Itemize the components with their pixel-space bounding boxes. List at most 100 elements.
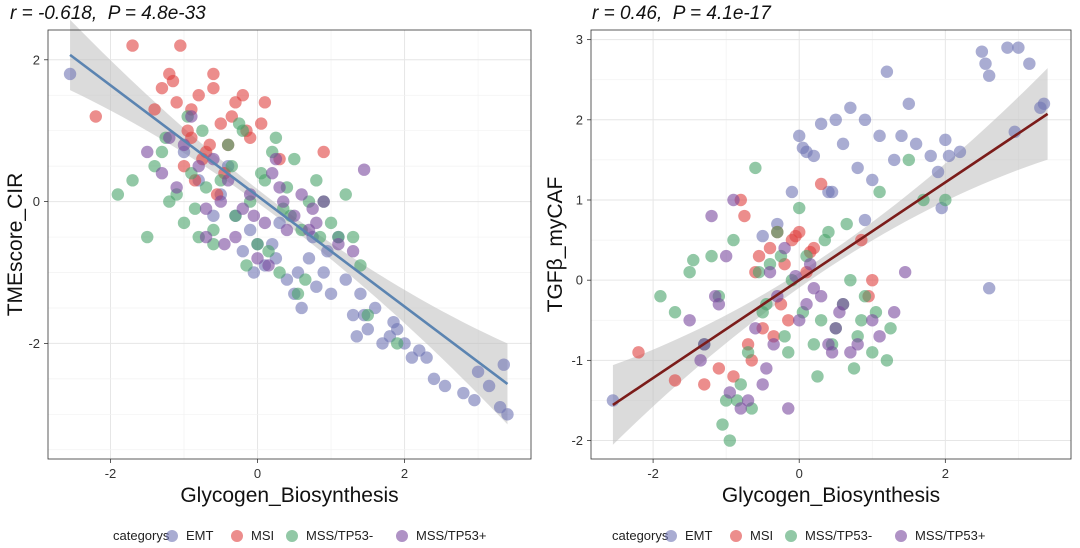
data-point (709, 290, 722, 303)
data-point (196, 124, 209, 137)
data-point (277, 195, 290, 208)
data-point (979, 57, 992, 70)
data-point (1037, 97, 1051, 110)
data-point (192, 89, 205, 102)
y-tick-label: 2 (33, 52, 40, 67)
data-point (716, 418, 729, 431)
data-point (953, 145, 967, 159)
plot-border (47, 29, 532, 460)
data-point (844, 273, 857, 287)
data-point (63, 67, 77, 81)
data-point (361, 323, 374, 336)
data-point (324, 216, 338, 230)
data-point (756, 378, 769, 391)
data-point (752, 249, 766, 263)
data-point (727, 233, 740, 247)
data-point (844, 101, 857, 114)
data-point (836, 137, 850, 151)
data-point (350, 330, 363, 343)
data-point (866, 346, 879, 359)
data-point (887, 153, 901, 167)
data-point (767, 338, 780, 351)
data-point (771, 225, 784, 239)
data-point (306, 202, 319, 215)
data-point (438, 379, 452, 393)
data-point (825, 185, 839, 199)
data-point (236, 89, 250, 102)
data-point (269, 131, 283, 144)
data-point (218, 237, 231, 251)
data-point (391, 337, 404, 350)
data-point (719, 249, 733, 263)
data-point (199, 230, 213, 244)
data-point (302, 252, 316, 265)
data-point (880, 65, 894, 78)
data-point (668, 306, 682, 319)
data-point (185, 110, 198, 123)
data-point (782, 314, 795, 327)
legend-item-msi: MSI (231, 528, 274, 543)
data-point (269, 152, 283, 166)
legend-title: categorys (113, 528, 170, 543)
data-point (898, 265, 912, 279)
data-point (632, 346, 645, 359)
data-point (288, 209, 301, 222)
left-legend: categorys EMT MSI MSS/TP53- MSS/TP53+ (0, 528, 540, 548)
left-chart-panel: r = -0.618, P = 4.8e-33 -2 0 2 -2 0 2 Glycogen… (0, 3, 540, 548)
data-point (346, 230, 360, 244)
data-point (683, 265, 696, 279)
data-point (170, 181, 183, 194)
series-mss-tp53-pos (141, 110, 371, 272)
data-point (844, 346, 857, 359)
data-point (207, 67, 220, 81)
data-point (221, 138, 235, 152)
data-point (814, 290, 828, 303)
data-point (931, 165, 945, 179)
data-point (782, 402, 795, 415)
data-point (782, 346, 795, 359)
data-point (873, 129, 886, 143)
legend-dot-mss-tp53-pos (895, 529, 907, 542)
data-point (723, 434, 737, 447)
data-point (807, 338, 821, 351)
data-point (141, 145, 154, 159)
data-point (800, 298, 813, 311)
data-point (855, 314, 868, 327)
left-scatter-plot: -2 0 2-202Glycogen_BiosynthesisTMEscore_CI… (4, 19, 532, 507)
regression-line (612, 112, 1049, 406)
data-point (188, 202, 202, 215)
data-point (734, 402, 747, 415)
data-point (243, 223, 257, 237)
regression-line (69, 53, 509, 386)
data-point (247, 209, 261, 222)
data-point (887, 306, 901, 319)
plot-border (590, 29, 1072, 460)
data-point (254, 167, 268, 180)
x-tick-label: -2 (647, 466, 659, 481)
data-point (214, 195, 227, 208)
data-point (975, 45, 989, 58)
data-point (814, 314, 828, 327)
data-point (789, 229, 802, 243)
data-point (756, 229, 769, 243)
data-point (387, 315, 400, 329)
data-point (310, 280, 323, 293)
data-point (254, 117, 268, 130)
data-point (497, 358, 510, 371)
data-point (793, 314, 806, 327)
data-point (866, 273, 879, 287)
data-point (170, 96, 183, 109)
y-tick-label: -2 (28, 336, 40, 351)
data-point (785, 185, 799, 199)
data-point (317, 266, 330, 279)
data-point (741, 394, 755, 407)
y-tick-label: 3 (576, 32, 583, 47)
data-point (339, 273, 352, 286)
data-point (712, 362, 726, 375)
data-point (207, 152, 220, 166)
data-point (902, 153, 916, 167)
data-point (251, 252, 264, 265)
data-point (291, 287, 305, 300)
data-point (174, 39, 187, 52)
data-point (982, 69, 996, 82)
